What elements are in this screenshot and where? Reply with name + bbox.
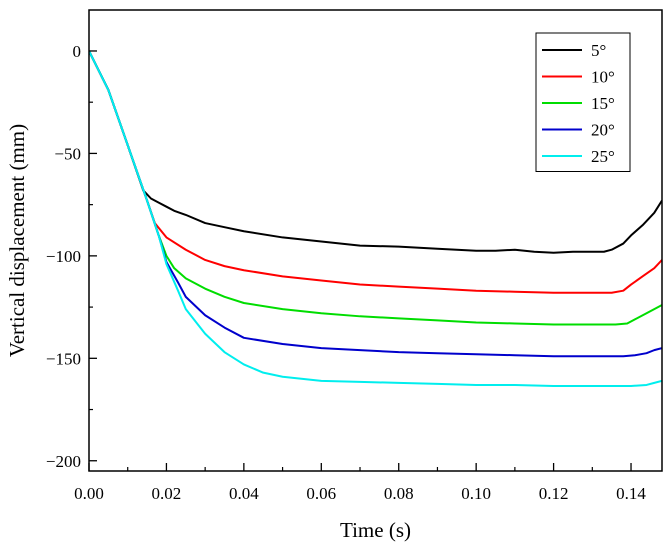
- y-tick-label: −150: [46, 349, 81, 368]
- series-line-1: [89, 50, 662, 254]
- series-layer: [89, 50, 662, 387]
- y-axis-title: Vertical displacement (mm): [5, 124, 29, 357]
- y-tick-label: 0: [73, 42, 82, 61]
- x-tick-label: 0.04: [229, 484, 259, 503]
- x-tick-label: 0.06: [306, 484, 336, 503]
- x-tick-label: 0.12: [539, 484, 569, 503]
- x-tick-label: 0.14: [616, 484, 646, 503]
- y-tick-label: −50: [54, 144, 81, 163]
- series-line-5: [89, 50, 662, 387]
- legend-label-1: 5°: [591, 41, 606, 60]
- legend: 5° 10° 15° 20° 25°: [535, 32, 631, 172]
- y-tick-label: −200: [46, 452, 81, 471]
- y-tick-label: −100: [46, 247, 81, 266]
- legend-label-3: 15°: [591, 94, 615, 113]
- legend-label-4: 20°: [591, 121, 615, 140]
- legend-label-5: 25°: [591, 147, 615, 166]
- ticks-layer: 0.00 0.02 0.04 0.06 0.08 0.10 0.12 0.14 0 −50 −100…: [46, 42, 646, 503]
- x-tick-label: 0.02: [152, 484, 182, 503]
- x-tick-label: 0.08: [384, 484, 414, 503]
- legend-label-2: 10°: [591, 68, 615, 87]
- plot-frame: [88, 9, 663, 472]
- x-tick-label: 0.10: [461, 484, 491, 503]
- x-axis-title: Time (s): [340, 518, 411, 542]
- x-tick-label: 0.00: [74, 484, 104, 503]
